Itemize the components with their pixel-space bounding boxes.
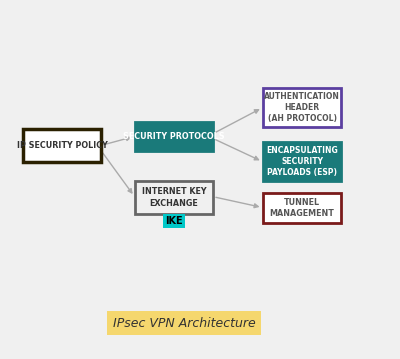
FancyBboxPatch shape bbox=[263, 142, 341, 181]
Text: IKE: IKE bbox=[165, 216, 183, 226]
FancyBboxPatch shape bbox=[23, 129, 101, 162]
Text: IP SECURITY POLICY: IP SECURITY POLICY bbox=[16, 141, 108, 150]
FancyBboxPatch shape bbox=[263, 88, 341, 127]
Text: IPsec VPN Architecture: IPsec VPN Architecture bbox=[113, 317, 255, 330]
FancyBboxPatch shape bbox=[263, 193, 341, 223]
Text: AUTHENTICATION
HEADER
(AH PROTOCOL): AUTHENTICATION HEADER (AH PROTOCOL) bbox=[264, 92, 340, 123]
Text: TUNNEL
MANAGEMENT: TUNNEL MANAGEMENT bbox=[270, 198, 334, 218]
FancyBboxPatch shape bbox=[135, 122, 213, 151]
FancyBboxPatch shape bbox=[135, 181, 213, 214]
Text: INTERNET KEY
EXCHANGE: INTERNET KEY EXCHANGE bbox=[142, 187, 206, 208]
Text: ENCAPSULATING
SECURITY
PAYLOADS (ESP): ENCAPSULATING SECURITY PAYLOADS (ESP) bbox=[266, 146, 338, 177]
Text: SECURITY PROTOCOLS: SECURITY PROTOCOLS bbox=[123, 132, 225, 141]
